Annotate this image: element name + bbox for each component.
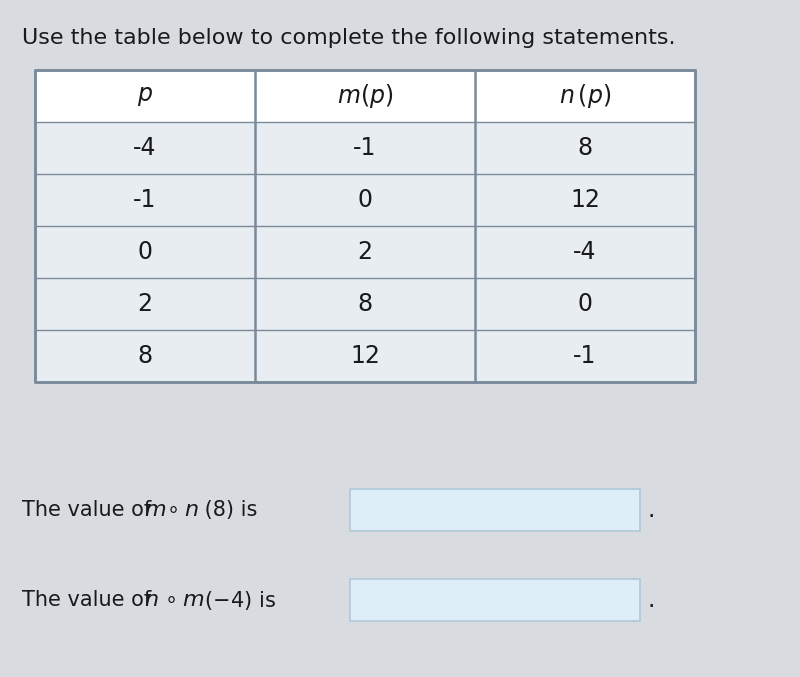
Text: 12: 12 (570, 188, 600, 212)
Text: 2: 2 (358, 240, 373, 264)
Bar (350, 579, 640, 621)
Text: -1: -1 (354, 136, 377, 160)
Text: $m$: $m$ (182, 590, 204, 610)
Text: 8: 8 (138, 344, 153, 368)
Text: (8) is: (8) is (198, 500, 258, 520)
Bar (350, 489, 640, 531)
Text: Use the table below to complete the following statements.: Use the table below to complete the foll… (22, 28, 675, 48)
Text: $n$: $n$ (184, 500, 198, 520)
Text: $m(p)$: $m(p)$ (337, 82, 393, 110)
Text: 0: 0 (578, 292, 593, 316)
Text: -1: -1 (574, 344, 597, 368)
Text: $\circ$: $\circ$ (160, 500, 182, 520)
Text: -4: -4 (134, 136, 157, 160)
Text: 0: 0 (138, 240, 153, 264)
Text: The value of: The value of (22, 500, 158, 520)
Text: The value of: The value of (22, 590, 158, 610)
Text: .: . (648, 588, 655, 612)
Bar (35, 278, 695, 330)
Text: -4: -4 (574, 240, 597, 264)
Text: 0: 0 (358, 188, 373, 212)
Text: $n\,(p)$: $n\,(p)$ (559, 82, 611, 110)
Text: .: . (648, 498, 655, 522)
Text: 8: 8 (358, 292, 373, 316)
Bar (35, 122, 695, 174)
Bar (35, 174, 695, 226)
Text: $n$: $n$ (144, 590, 158, 610)
Text: $(-4)$ is: $(-4)$ is (198, 588, 276, 611)
Text: 8: 8 (578, 136, 593, 160)
Bar (35, 330, 695, 382)
Bar (35, 226, 695, 278)
Text: -1: -1 (134, 188, 157, 212)
Text: 2: 2 (138, 292, 153, 316)
Bar (35, 70, 695, 382)
Bar (35, 70, 695, 382)
Text: $m$: $m$ (144, 500, 166, 520)
Text: $\circ$: $\circ$ (158, 590, 180, 610)
Text: 12: 12 (350, 344, 380, 368)
Text: $p$: $p$ (137, 84, 153, 108)
